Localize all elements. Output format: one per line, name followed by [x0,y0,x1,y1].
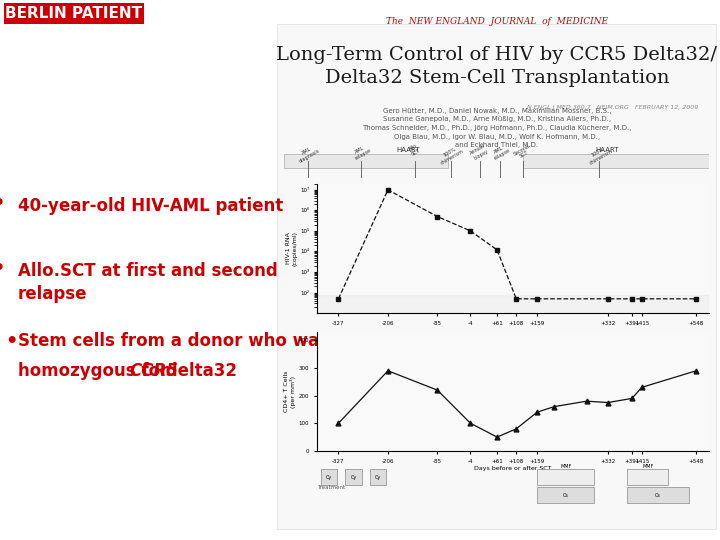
Text: •: • [0,259,5,278]
Text: Cy: Cy [375,475,381,480]
Text: MMF: MMF [642,464,654,469]
Text: Gero Hütter, M.D., Daniel Nowak, M.D., Maximilian Mossner, B.S.,
Susanne Ganepol: Gero Hütter, M.D., Daniel Nowak, M.D., M… [362,108,631,148]
Text: The  NEW ENGLAND  JOURNAL  of  MEDICINE: The NEW ENGLAND JOURNAL of MEDICINE [386,17,608,26]
Bar [346,469,361,485]
Bar [4,3,144,24]
Text: 100%
chimerism: 100% chimerism [585,143,613,165]
Text: CCR5: CCR5 [130,362,179,380]
Text: Second
SCT: Second SCT [513,143,534,161]
Bar [627,469,668,485]
Text: homozygous for: homozygous for [18,362,174,380]
Text: Allo.SCT at first and second
relapse: Allo.SCT at first and second relapse [18,262,278,303]
Text: Allo
SCT: Allo SCT [408,143,422,157]
Text: HAART: HAART [595,147,619,153]
Y-axis label: CD4+ T Cells
(per mm³): CD4+ T Cells (per mm³) [284,371,296,412]
Text: AML
relapse: AML relapse [351,143,372,161]
Bar [627,487,689,503]
Text: Cy: Cy [326,475,332,480]
Text: AML
relapse: AML relapse [490,143,510,161]
Text: AML
diagnosis: AML diagnosis [295,143,320,164]
Text: Long-Term Control of HIV by CCR5 Delta32/
Delta32 Stem-Cell Transplantation: Long-Term Control of HIV by CCR5 Delta32… [276,46,717,87]
Text: Cy: Cy [351,475,356,480]
Text: 100%
chimerism: 100% chimerism [437,143,464,165]
Text: N ENGL J MED 360;7   NEJM.ORG   FEBRUARY 12, 2009: N ENGL J MED 360;7 NEJM.ORG FEBRUARY 12,… [527,105,698,111]
Bar [317,295,709,334]
Text: 40-year-old HIV-AML patient: 40-year-old HIV-AML patient [18,197,283,215]
Text: Cs: Cs [563,493,569,498]
Bar [523,153,709,167]
Text: BERLIN PATIENT: BERLIN PATIENT [5,6,143,21]
Text: Cs: Cs [655,493,661,498]
Bar [277,24,716,529]
Bar [537,487,594,503]
Text: •: • [5,332,17,351]
Bar [321,469,337,485]
Text: HAART: HAART [397,147,420,153]
Y-axis label: HIV-1 RNA
(copies/ml): HIV-1 RNA (copies/ml) [287,231,297,266]
Text: delta32: delta32 [160,362,237,380]
Text: MMF: MMF [560,464,572,469]
Bar [284,153,448,167]
Bar [537,469,594,485]
X-axis label: Days before or after SCT: Days before or after SCT [474,467,552,471]
Bar [370,469,387,485]
Text: Annual
biopsy: Annual biopsy [469,143,490,161]
Text: Stem cells from a donor who was: Stem cells from a donor who was [18,332,329,350]
Text: •: • [0,194,5,213]
Text: Treatment: Treatment [317,485,345,490]
